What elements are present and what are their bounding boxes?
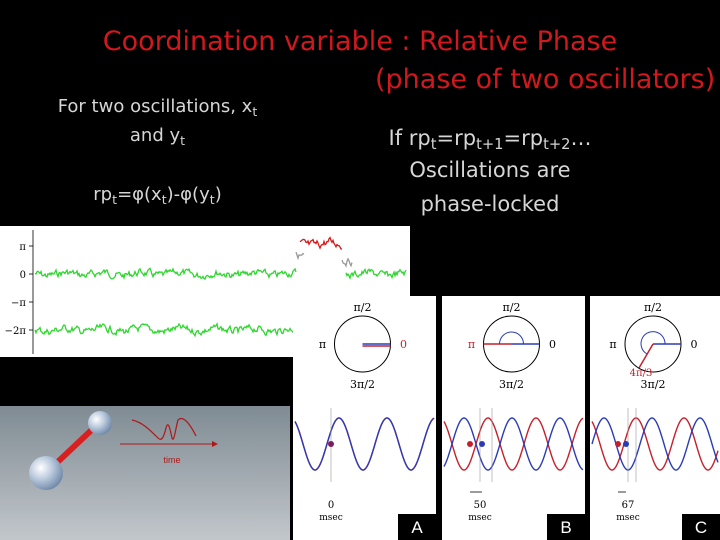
condition-sub: t+1: [476, 136, 504, 154]
left-text-line1: For two oscillations, xt: [40, 96, 275, 119]
panel-label-box: [398, 514, 436, 540]
phase-trace-lower: [34, 322, 297, 338]
phase-panel-a: π/2 π 0 3π/2 0 msec A: [293, 296, 436, 540]
circle-label-left: π: [468, 338, 475, 351]
panel-label: A: [411, 518, 423, 537]
red-marker-dot: [467, 441, 473, 447]
red-wave: [443, 417, 584, 471]
phase-traces: [34, 236, 407, 338]
formula-part: rp: [93, 184, 113, 205]
blue-marker-dot: [623, 441, 629, 447]
phase-trace-right: [345, 267, 407, 281]
phase-arc: [640, 331, 666, 355]
circle-label-bottom: 3π/2: [350, 378, 375, 391]
phase-panel-c: π/2 π 0 3π/24π/3 67 msec C: [590, 296, 720, 540]
time-axis-arrow-icon: [212, 441, 218, 447]
phase-trace-upper: [34, 267, 297, 281]
formula-sub: t: [161, 191, 167, 207]
phase-trace-transition: [295, 251, 305, 261]
red-marker-dot: [615, 441, 621, 447]
condition-part: …: [570, 126, 592, 150]
delay-value: 0: [328, 500, 334, 511]
left-line2-text: and y: [129, 125, 181, 146]
phase-panel-b: π/2 π 0 3π/2 50 msec B: [442, 296, 585, 540]
left-line2-sub: t: [180, 132, 186, 148]
y-axis-ticks: π 0 −π −2π: [5, 230, 34, 354]
formula-part: ): [214, 184, 222, 205]
circle-label-right: 0: [691, 338, 698, 351]
circle-label-top: π/2: [354, 301, 372, 314]
panel-label: B: [560, 518, 571, 537]
delay-unit: msec: [468, 513, 492, 523]
circle-label-right: 0: [549, 338, 556, 351]
panel-label-box: [682, 514, 720, 540]
circle-label-bottom: 3π/2: [641, 378, 666, 391]
oscillator-ball-bottom: [29, 456, 63, 490]
blue-marker-dot: [479, 441, 485, 447]
formula-sub: t: [112, 191, 118, 207]
right-text-line2: Oscillations are: [409, 158, 571, 182]
oscillator-animation-panel: time: [0, 406, 290, 540]
time-label: time: [163, 455, 180, 465]
y-tick-label: 0: [20, 270, 26, 281]
phase-arc: [499, 331, 524, 345]
panel-background: [293, 296, 436, 540]
delay-unit: msec: [616, 513, 640, 523]
left-line1-text: For two oscillations, x: [57, 96, 253, 117]
condition-part: =rp: [503, 126, 544, 150]
panel-label-box: [547, 514, 585, 540]
formula-part: )-φ(y: [166, 184, 210, 205]
delay-unit: msec: [319, 513, 343, 523]
phase-lock-condition: If rpt=rpt+1=rpt+2…: [385, 126, 595, 154]
red-wave: [591, 417, 719, 471]
circle-label-top: π/2: [644, 301, 662, 314]
relative-phase-formula: rpt=φ(xt)-φ(yt): [40, 184, 275, 207]
left-line1-sub: t: [252, 103, 258, 119]
delay-value: 67: [622, 500, 635, 511]
condition-sub: t+2: [543, 136, 571, 154]
formula-sub: t: [209, 191, 215, 207]
circle-label-bottom: 3π/2: [499, 378, 524, 391]
blue-wave: [591, 417, 719, 471]
circle-label-left: π: [609, 338, 616, 351]
condition-part: If rp: [388, 126, 431, 150]
oscillator-ball-top: [88, 411, 112, 435]
y-tick-label: −π: [11, 298, 26, 309]
circle-label-top: π/2: [503, 301, 521, 314]
phase-vector-red: [638, 343, 654, 369]
circle-label-right: 0: [400, 338, 407, 351]
y-tick-label: π: [19, 242, 26, 253]
right-text-line3: phase-locked: [420, 192, 560, 216]
delay-value: 50: [474, 500, 487, 511]
blue-wave: [294, 417, 435, 471]
marker-dot: [328, 441, 334, 447]
phase-trace-red: [299, 236, 342, 250]
panel-label: C: [695, 518, 707, 537]
relative-phase-plot: π 0 −π −2π: [0, 226, 410, 357]
oscillation-sketch: [131, 417, 197, 440]
phase-trace-transition: [341, 257, 353, 268]
left-text-line2: and yt: [40, 125, 275, 148]
condition-sub: t: [430, 136, 437, 154]
y-tick-label: −2π: [5, 326, 27, 337]
phase-value-label: 4π/3: [630, 368, 653, 379]
blue-wave: [443, 417, 584, 471]
formula-part: =φ(x: [117, 184, 162, 205]
slide-title: Coordination variable : Relative Phase: [102, 26, 618, 57]
slide-subtitle: (phase of two oscillators): [375, 64, 716, 95]
circle-label-left: π: [319, 338, 326, 351]
condition-part: =rp: [436, 126, 477, 150]
